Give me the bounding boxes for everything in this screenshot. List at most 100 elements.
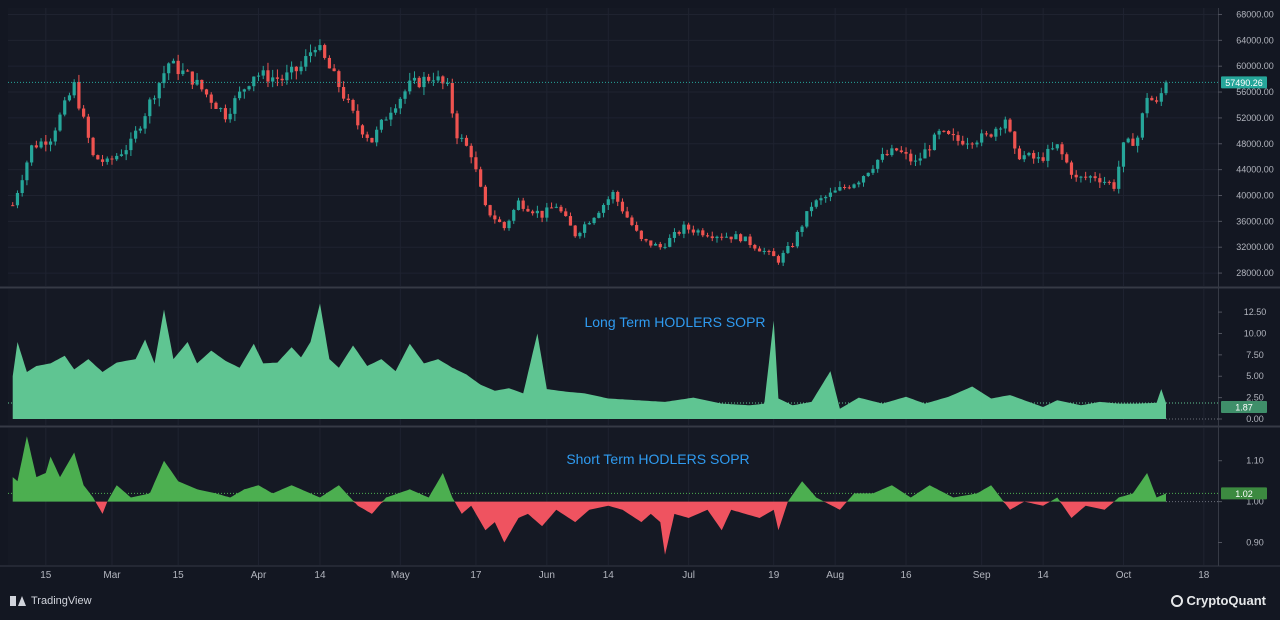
candle-body: [479, 169, 483, 187]
candle-body: [247, 86, 251, 90]
candle-body: [337, 71, 341, 88]
tradingview-label: TradingView: [31, 595, 92, 607]
candle-body: [507, 220, 511, 229]
candle-body: [630, 217, 634, 226]
candle-body: [384, 119, 388, 121]
candle-body: [72, 82, 76, 96]
candle-body: [980, 133, 984, 143]
candle-body: [734, 234, 738, 240]
candle-body: [308, 52, 313, 57]
candle-body: [356, 110, 360, 126]
candle-body: [597, 212, 601, 218]
tradingview-logo[interactable]: TradingView: [10, 595, 92, 607]
time-axis-label: 17: [470, 570, 482, 581]
candle-body: [786, 246, 790, 253]
candle-body: [82, 108, 86, 117]
candle-body: [824, 196, 828, 199]
candle-body: [857, 182, 861, 185]
candle-body: [242, 89, 246, 92]
candle-body: [653, 243, 658, 246]
lth-sopr-area: [12, 303, 1167, 420]
lth-axis-tick-label: 12.50: [1244, 307, 1267, 317]
price-axis-tick-label: 40000.00: [1236, 190, 1274, 200]
candle-body: [545, 207, 549, 218]
candle-body: [658, 243, 662, 248]
time-axis-label: May: [391, 570, 410, 581]
price-axis-tick-label: 44000.00: [1236, 165, 1274, 175]
candle-body: [252, 76, 256, 87]
candle-body: [601, 204, 606, 213]
candle-body: [1050, 148, 1055, 150]
candle-body: [616, 191, 620, 202]
candle-body: [526, 208, 530, 212]
candle-body: [1008, 119, 1012, 132]
candle-body: [970, 143, 974, 145]
candle-body: [625, 211, 629, 218]
tradingview-icon: [10, 596, 26, 606]
candle-body: [77, 82, 81, 109]
candle-body: [1164, 82, 1168, 94]
candle-body: [535, 210, 539, 214]
candle-body: [100, 159, 105, 162]
candle-body: [271, 77, 275, 82]
candle-body: [833, 190, 837, 193]
candle-body: [67, 95, 72, 101]
candle-body: [53, 130, 57, 142]
candle-body: [1102, 181, 1107, 183]
candle-body: [705, 235, 710, 237]
time-axis-label: Jul: [682, 570, 695, 581]
candle-body: [398, 98, 402, 109]
candle-body: [209, 94, 213, 103]
candle-body: [639, 230, 643, 240]
candle-body: [323, 45, 327, 58]
candle-body: [512, 209, 516, 221]
candle-body: [148, 99, 152, 117]
candle-body: [152, 98, 157, 100]
candle-body: [871, 168, 875, 173]
candle-body: [880, 153, 885, 160]
candle-body: [460, 137, 464, 139]
candle-body: [994, 128, 998, 137]
last-price-tag: 57490.26: [1225, 78, 1263, 88]
candle-body: [96, 155, 100, 160]
candle-body: [493, 215, 497, 220]
candle-body: [894, 148, 899, 151]
lth-axis-tick-label: 7.50: [1246, 350, 1264, 360]
cryptoquant-logo[interactable]: CryptoQuant: [1170, 593, 1266, 608]
candle-body: [861, 176, 866, 183]
candle-body: [436, 76, 440, 81]
candle-body: [190, 71, 194, 85]
candle-body: [86, 116, 90, 138]
candle-body: [909, 153, 913, 162]
candle-body: [998, 128, 1003, 130]
price-axis-tick-label: 52000.00: [1236, 113, 1274, 123]
candle-body: [445, 82, 450, 84]
price-axis-tick-label: 28000.00: [1236, 268, 1274, 278]
sth-last-tag-bg: [1221, 487, 1267, 500]
candle-body: [219, 108, 223, 110]
candle-body: [124, 150, 128, 155]
lth-axis-tick-label: 0.00: [1246, 414, 1264, 424]
candle-body: [1036, 157, 1040, 159]
candle-body: [1022, 155, 1026, 160]
candle-body: [583, 224, 587, 233]
candle-body: [186, 70, 190, 72]
candle-body: [956, 135, 960, 141]
candle-body: [422, 76, 426, 88]
price-axis-tick-label: 68000.00: [1236, 9, 1274, 19]
candle-body: [408, 80, 412, 92]
candle-body: [214, 102, 218, 109]
candle-body: [143, 116, 147, 129]
candle-body: [753, 245, 757, 249]
candle-body: [403, 91, 407, 99]
candle-body: [1003, 119, 1007, 129]
candle-body: [635, 225, 639, 231]
price-axis-tick-label: 32000.00: [1236, 242, 1274, 252]
candle-body: [946, 131, 951, 134]
time-axis-label: Mar: [103, 570, 121, 581]
candle-body: [965, 143, 970, 145]
candle-body: [923, 149, 927, 159]
candle-body: [549, 207, 554, 209]
